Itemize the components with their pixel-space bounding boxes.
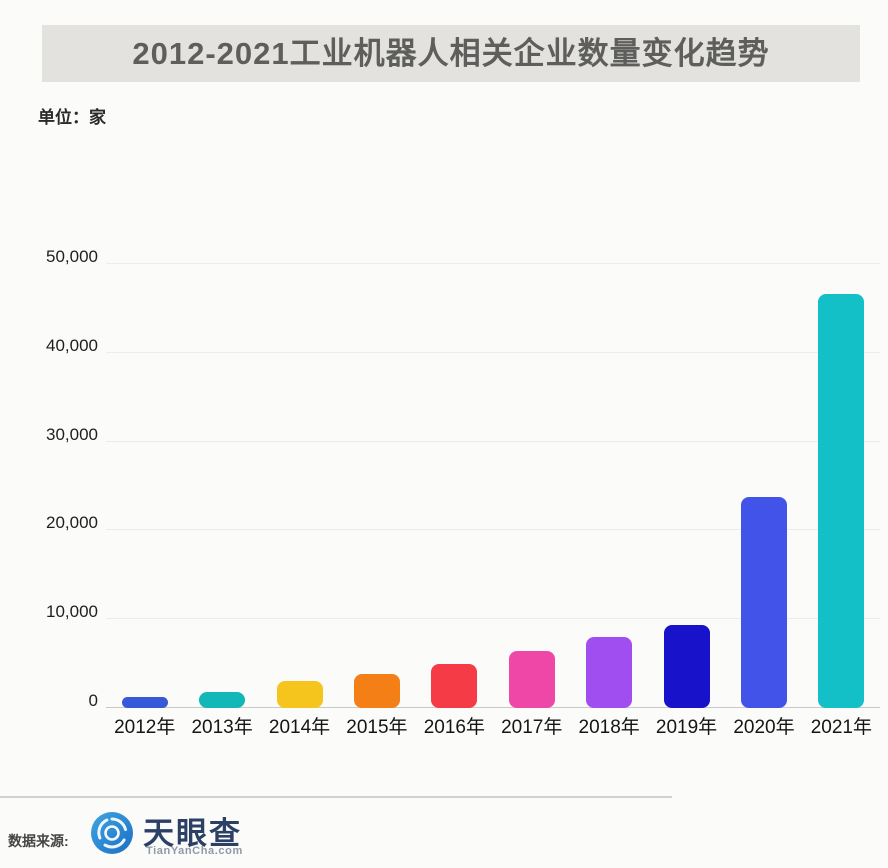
y-tick-label-10000: 10,000 [46,602,98,622]
gridline-50000 [106,263,880,264]
bar-2015年 [353,674,400,708]
bar-2017年 [508,651,555,708]
bar-2016年 [431,663,478,708]
bar-slot-2018年 [570,264,647,708]
x-axis-line [106,707,880,708]
y-tick-label-20000: 20,000 [46,513,98,533]
bar-slot-2019年 [648,264,725,708]
bar-slot-2017年 [493,264,570,708]
bar-slot-2021年 [803,264,880,708]
x-tick-label-2017年: 2017年 [501,717,563,738]
chart-title: 2012-2021工业机器人相关企业数量变化趋势 [132,36,770,71]
chart-title-banner: 2012-2021工业机器人相关企业数量变化趋势 [42,25,860,82]
tianyancha-logo-text: 天眼查 [143,816,242,851]
footer-divider [0,796,672,798]
x-axis-labels: 2012年 2013年 2014年 2015年 2016年 2017年 2018年 2019年… [106,712,880,739]
y-tick-label-30000: 30,000 [46,424,98,444]
bar-slot-2020年 [725,264,802,708]
unit-label: 单位：家 [38,108,106,127]
y-axis-labels: 0 10,000 20,000 30,000 40,000 50,000 [0,247,98,710]
x-tick-label-2014年: 2014年 [268,717,331,738]
bars [106,264,880,708]
bar-2018年 [586,636,633,708]
tianyancha-logo-subtext: TianYanCha.com [146,845,243,857]
bar-slot-2012年 [106,264,183,708]
x-tick-label-2018年: 2018年 [578,717,640,738]
bar-2014年 [276,681,323,708]
bar-2012年 [121,697,168,708]
gridline-10000 [106,618,880,620]
x-tick-label-2013年: 2013年 [191,717,253,738]
x-tick-label-2012年: 2012年 [114,717,176,738]
bar-slot-2014年 [261,264,338,708]
x-tick-label-2021年: 2021年 [810,717,872,738]
bar-2021年 [818,294,865,708]
bar-2019年 [663,624,710,708]
bar-2020年 [740,496,787,708]
y-tick-label-0: 0 [88,691,98,710]
bar-2013年 [199,692,246,708]
plot-area [106,263,880,708]
gridline-30000 [106,440,880,442]
gridline-20000 [106,529,880,531]
bar-slot-2015年 [338,264,415,708]
x-tick-label-2015年: 2015年 [346,717,408,738]
bar-slot-2016年 [416,264,493,708]
tianyancha-logo-icon [91,812,133,854]
gridline-40000 [106,351,880,353]
y-tick-label-50000: 50,000 [46,247,98,266]
y-tick-label-40000: 40,000 [46,335,98,355]
x-tick-label-2020年: 2020年 [733,717,795,738]
bar-slot-2013年 [183,264,260,708]
data-source-label: 数据来源: [8,833,69,849]
x-tick-label-2019年: 2019年 [655,717,718,738]
x-tick-label-2016年: 2016年 [423,717,485,738]
